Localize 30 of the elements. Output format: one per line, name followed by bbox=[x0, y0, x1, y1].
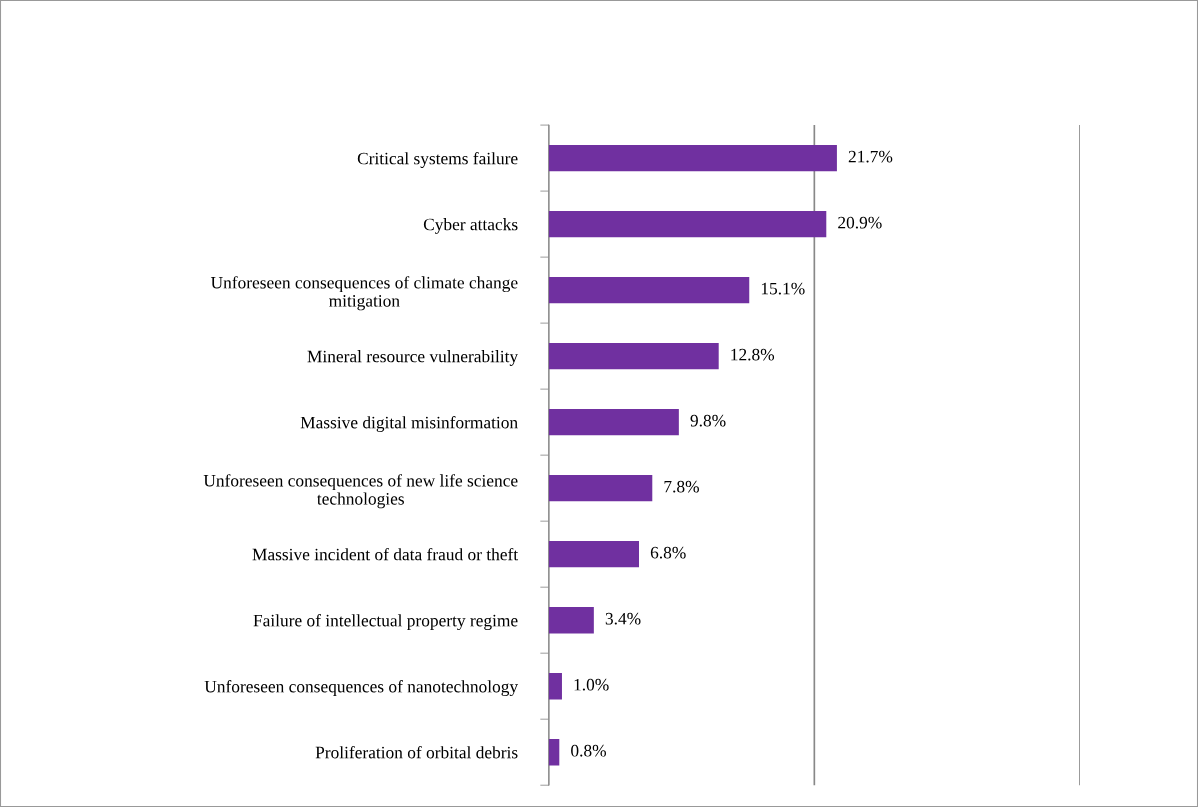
bar bbox=[548, 144, 837, 172]
y-tick-label: Massive incident of data fraud or theft bbox=[252, 547, 519, 561]
bar bbox=[548, 474, 653, 502]
data-label: 21.7% bbox=[848, 150, 893, 163]
data-label: 1.0% bbox=[574, 678, 609, 691]
data-label: 6.8% bbox=[650, 546, 686, 559]
y-tick-label: Unforeseen consequences of climate change mitigation bbox=[210, 276, 518, 311]
y-tick-label: Mineral resource vulnerability bbox=[307, 350, 519, 366]
data-label: 9.8% bbox=[690, 414, 726, 427]
y-tick-label: Cyber attacks bbox=[423, 218, 518, 234]
bar bbox=[548, 672, 562, 700]
y-tick-label: Critical systems failure bbox=[357, 151, 518, 168]
y-tick-label: Massive digital misinformation bbox=[300, 416, 518, 432]
bar bbox=[548, 210, 827, 238]
bar bbox=[548, 342, 719, 370]
data-label: 0.8% bbox=[571, 744, 606, 757]
bar bbox=[548, 540, 640, 568]
bar bbox=[548, 276, 750, 304]
data-label: 15.1% bbox=[761, 282, 805, 295]
bar bbox=[548, 739, 560, 766]
y-tick-label: Unforeseen consequences of nanotechnology bbox=[204, 680, 519, 697]
y-tick-label: Unforeseen consequences of new life science technologies bbox=[203, 474, 518, 509]
bar bbox=[548, 408, 679, 436]
data-label: 3.4% bbox=[605, 612, 641, 625]
y-tick-label: Failure of intellectual property regime bbox=[253, 614, 518, 631]
data-label: 7.8% bbox=[664, 480, 699, 493]
y-tick-label: Proliferation of orbital debris bbox=[315, 746, 518, 759]
bar bbox=[548, 606, 594, 634]
data-label: 12.8% bbox=[731, 348, 775, 361]
data-label: 20.9% bbox=[838, 216, 882, 229]
